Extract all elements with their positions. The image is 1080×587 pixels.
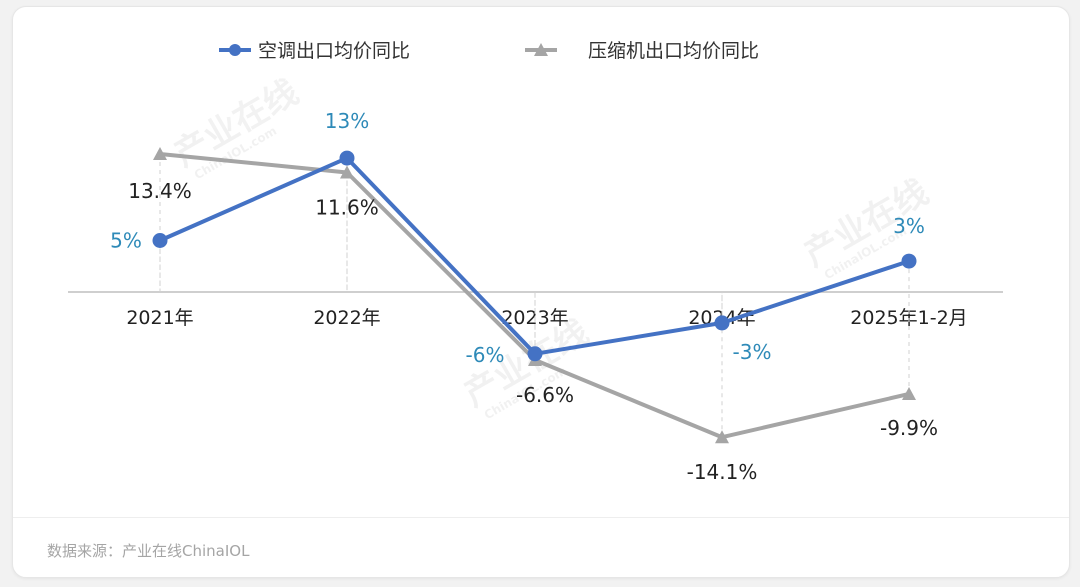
footer: 数据来源：产业在线ChinaIOL	[13, 517, 1069, 577]
point-compressor	[153, 146, 167, 160]
data-label-ac: -6%	[466, 343, 505, 367]
legend-label: 空调出口均价同比	[258, 40, 410, 62]
data-label-ac: 5%	[110, 229, 142, 253]
line-chart: 产业在线ChinaIOL.com产业在线ChinaIOL.com产业在线Chin…	[68, 40, 1003, 484]
data-label-compressor: -9.9%	[880, 416, 938, 440]
point-compressor	[902, 386, 916, 400]
chart-card: 产业在线 ChinaIOL.com 产业在线 ChinaIOL.com 产业在线 Chin…	[12, 6, 1070, 578]
point-compressor	[715, 430, 729, 444]
data-label-ac: 13%	[325, 109, 369, 133]
series-markers	[152, 146, 917, 444]
legend-marker-triangle	[534, 43, 548, 56]
data-label-compressor: 13.4%	[128, 179, 192, 203]
data-label-compressor: -6.6%	[516, 383, 574, 407]
data-label-ac: -3%	[733, 340, 772, 364]
drop-lines	[159, 153, 910, 438]
legend-marker-circle	[229, 44, 241, 56]
watermark-layer: 产业在线ChinaIOL.com产业在线ChinaIOL.com产业在线Chin…	[168, 72, 936, 422]
legend-item-2: 压缩机出口均价同比	[525, 40, 759, 62]
data-label-ac: 3%	[893, 214, 925, 238]
point-ac	[714, 315, 730, 331]
x-tick-label: 2022年	[313, 307, 380, 329]
watermark: 产业在线ChinaIOL.com	[458, 312, 596, 422]
point-ac	[527, 346, 543, 362]
x-tick-label: 2021年	[126, 307, 193, 329]
point-ac	[339, 150, 355, 166]
legend-item-1: 空调出口均价同比	[219, 40, 410, 62]
data-labels: 5% 13% -6% -3% 3% 13.4% 11.6% -6.6% -14.1% -9.9%	[110, 109, 938, 484]
data-label-compressor: 11.6%	[315, 196, 379, 220]
data-label-compressor: -14.1%	[687, 460, 758, 484]
point-ac	[152, 233, 168, 248]
point-ac	[901, 253, 917, 269]
source-note: 数据来源：产业在线ChinaIOL	[47, 542, 250, 560]
legend: 空调出口均价同比 压缩机出口均价同比	[219, 40, 759, 62]
point-compressor	[340, 165, 354, 179]
legend-label: 压缩机出口均价同比	[588, 40, 759, 62]
